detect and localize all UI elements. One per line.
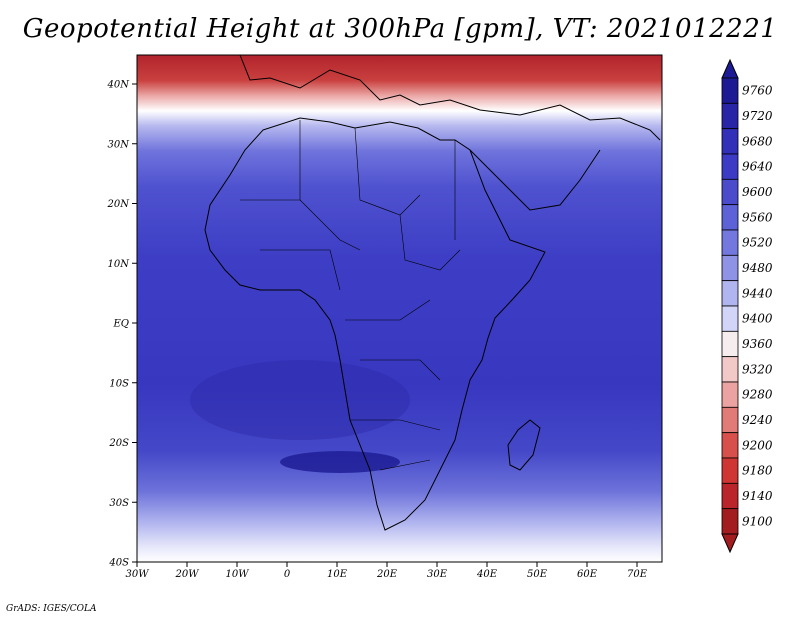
- colorbar-swatch: [721, 229, 739, 256]
- lon-label: 20E: [376, 569, 398, 580]
- colorbar-swatch: [721, 305, 739, 332]
- madagascar-coastline: [507, 419, 541, 471]
- colorbar-swatch: [721, 77, 739, 104]
- lat-label: 20S: [108, 438, 129, 449]
- lat-label: 10N: [108, 259, 131, 270]
- plot-area: [137, 55, 662, 562]
- colorbar-swatch: [721, 204, 739, 231]
- colorbar-swatch: [721, 102, 739, 130]
- lon-label: 30E: [427, 569, 448, 580]
- colorbar-label: 9560: [742, 210, 773, 224]
- colorbar-bottom-arrow: [721, 533, 739, 554]
- lon-label: 10E: [327, 569, 348, 580]
- colorbar-swatch: [721, 254, 739, 282]
- lat-label: 30S: [109, 498, 129, 509]
- colorbar-label: 9760: [742, 84, 773, 98]
- colorbar-top-arrow: [721, 58, 739, 79]
- lon-label: 40E: [476, 569, 498, 580]
- colorbar-label: 9140: [742, 489, 773, 503]
- colorbar-label: 9520: [742, 236, 773, 250]
- colorbar-label: 9100: [742, 514, 773, 528]
- lat-label: 10S: [109, 378, 129, 389]
- lon-label: 0: [284, 569, 291, 580]
- longitude-labels: 30W 20W 10W 0 10E 20E 30E 40E 50E 60E 70E: [125, 562, 648, 580]
- low-height-band: [280, 451, 400, 473]
- south-high-region: [200, 537, 380, 562]
- colorbar-label: 9440: [742, 286, 773, 300]
- lat-label: EQ: [113, 319, 130, 330]
- lon-label: 20W: [174, 569, 199, 580]
- height-field: [137, 55, 662, 562]
- colorbar-label: 9180: [742, 464, 773, 478]
- colorbar-swatch: [721, 381, 739, 408]
- colorbar-label: 9480: [742, 261, 773, 275]
- colorbar-swatch: [721, 280, 739, 307]
- lon-label: 60E: [577, 569, 598, 580]
- colorbar-label: 9200: [742, 438, 773, 452]
- colorbar-label: 9600: [742, 185, 773, 199]
- credit-text: GrADS: IGES/COLA: [6, 604, 97, 614]
- map-title: Geopotential Height at 300hPa [gpm], VT:…: [22, 14, 778, 44]
- colorbar: 9760 9720 9680 9640 9600 9560 9520 9480 9440 9400…: [721, 58, 773, 554]
- colorbar-label: 9720: [742, 109, 773, 123]
- latitude-labels: 40N 30N 20N 10N EQ 10S 20S 30S 40S: [107, 80, 137, 569]
- colorbar-label: 9320: [742, 362, 773, 376]
- colorbar-swatch: [721, 153, 739, 180]
- colorbar-label: 9360: [742, 337, 773, 351]
- europe-coastline: [239, 55, 661, 141]
- lat-label: 40N: [107, 80, 131, 91]
- colorbar-label: 9640: [742, 160, 773, 174]
- country-borders: [240, 120, 461, 471]
- lat-label: 40S: [108, 558, 129, 569]
- plot-frame: [136, 54, 663, 563]
- colorbar-label: 9680: [742, 134, 773, 148]
- colorbar-label: 9240: [742, 413, 773, 427]
- colorbar-swatch: [721, 330, 739, 358]
- colorbar-swatch: [721, 482, 739, 510]
- lon-label: 50E: [527, 569, 548, 580]
- colorbar-swatch: [721, 508, 739, 535]
- low-height-region: [190, 360, 410, 440]
- lat-label: 20N: [107, 199, 131, 210]
- colorbar-swatch: [721, 356, 739, 383]
- lat-label: 30N: [108, 139, 131, 150]
- lon-label: 70E: [627, 569, 648, 580]
- lon-label: 30W: [125, 569, 149, 580]
- colorbar-swatch: [721, 178, 739, 206]
- colorbar-swatch: [721, 457, 739, 484]
- arabia-coastline: [469, 149, 601, 211]
- colorbar-swatch: [721, 406, 739, 434]
- colorbar-label: 9400: [742, 312, 773, 326]
- colorbar-swatch: [721, 128, 739, 155]
- lon-label: 10W: [225, 569, 249, 580]
- colorbar-label: 9280: [742, 388, 773, 402]
- colorbar-swatch: [721, 432, 739, 459]
